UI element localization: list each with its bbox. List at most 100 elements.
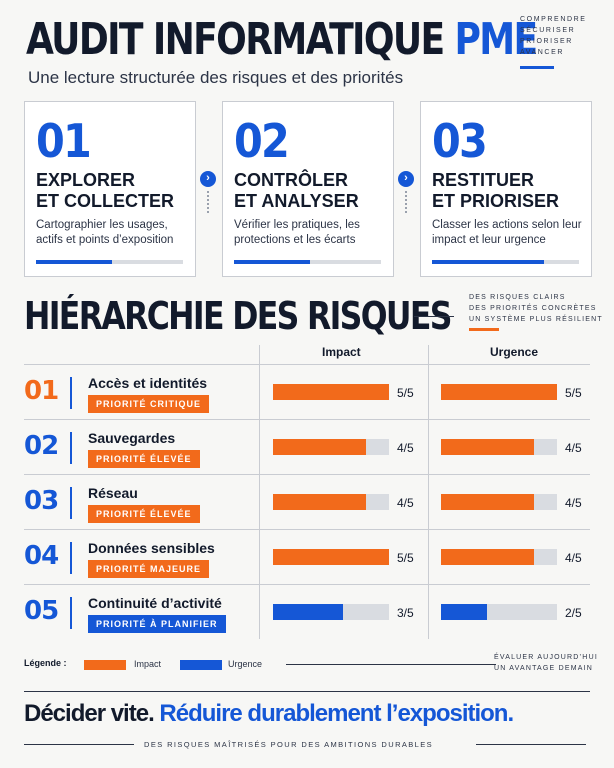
impact-score: 5/5 (397, 386, 414, 400)
tagline-line: COMPRENDRE (520, 16, 587, 23)
risks-note-line: UN SYSTÈME PLUS RÉSILIENT (469, 316, 603, 323)
risks-note: DES RISQUES CLAIRS DES PRIORITÉS CONCRÈT… (469, 292, 603, 325)
step-number: 01 (36, 114, 92, 168)
step-number: 02 (234, 114, 290, 168)
row-separator (70, 597, 72, 629)
legend-title: Légende : (24, 658, 67, 668)
priority-badge: PRIORITÉ À PLANIFIER (88, 615, 226, 633)
risk-name: Accès et identités (88, 375, 208, 391)
risk-number: 01 (24, 376, 59, 406)
risk-name: Réseau (88, 485, 138, 501)
chevron-right-icon: › (200, 171, 216, 187)
table-row: 01 Accès et identités PRIORITÉ CRITIQUE 5/5… (24, 364, 590, 419)
impact-bar (273, 549, 389, 565)
divider (414, 316, 454, 317)
risk-name: Continuité d’activité (88, 595, 222, 611)
impact-score: 5/5 (397, 551, 414, 565)
impact-bar-fill (273, 549, 389, 565)
risk-name: Sauvegardes (88, 430, 176, 446)
footer-slogan-main: Décider vite. (24, 700, 160, 727)
tagline-line: SÉCURISER (520, 27, 576, 34)
step-card-explorer: 01 EXPLORER ET COLLECTER Cartographier l… (24, 101, 196, 277)
impact-bar (273, 384, 389, 400)
urgence-score: 4/5 (565, 551, 582, 565)
page-title: AUDIT INFORMATIQUE PME (26, 14, 538, 65)
impact-column-header: Impact (322, 345, 361, 359)
impact-bar (273, 494, 389, 510)
impact-score: 4/5 (397, 441, 414, 455)
impact-score: 4/5 (397, 496, 414, 510)
step-number: 03 (432, 114, 488, 168)
step-progress-fill (36, 260, 113, 264)
legend-impact-label: Impact (134, 659, 162, 669)
urgence-score: 4/5 (565, 496, 582, 510)
risks-header: HIÉRARCHIE DES RISQUES DES RISQUES CLAIR… (24, 292, 602, 342)
step-progress-fill (234, 260, 311, 264)
urgence-score: 5/5 (565, 386, 582, 400)
step-title: CONTRÔLER ET ANALYSER (234, 170, 359, 211)
table-row: 05 Continuité d’activité PRIORITÉ À PLANIF… (24, 584, 590, 639)
footer-slogan-accent: Réduire durablement l’exposition. (159, 700, 514, 727)
divider (24, 744, 134, 745)
priority-badge: PRIORITÉ ÉLEVÉE (88, 505, 200, 523)
risk-number: 05 (24, 596, 59, 626)
risk-number: 04 (24, 541, 59, 571)
priority-badge: PRIORITÉ MAJEURE (88, 560, 210, 578)
table-row: 03 Réseau PRIORITÉ ÉLEVÉE 4/5 4/5 (24, 474, 590, 529)
risks-note-line: DES RISQUES CLAIRS (469, 294, 566, 301)
row-separator (70, 487, 72, 519)
risks-title: HIÉRARCHIE DES RISQUES (24, 294, 452, 338)
step-description: Vérifier les pratiques, les protections … (234, 219, 360, 246)
urgence-bar (441, 549, 557, 565)
impact-bar (273, 604, 389, 620)
header-tagline: COMPRENDRE SÉCURISER PRIORISER AVANCER (520, 14, 587, 58)
step-card-restituer: 03 RESTITUER ET PRIORISER Classer les ac… (420, 101, 592, 277)
step-progress-bar (234, 260, 381, 264)
urgence-bar-fill (441, 384, 557, 400)
row-separator (70, 377, 72, 409)
impact-bar (273, 439, 389, 455)
urgence-score: 4/5 (565, 441, 582, 455)
risks-note-accent-bar (469, 328, 499, 331)
table-row: 02 Sauvegardes PRIORITÉ ÉLEVÉE 4/5 4/5 (24, 419, 590, 474)
tagline-line: PRIORISER (520, 38, 573, 45)
impact-bar-fill (273, 384, 389, 400)
risk-name: Données sensibles (88, 540, 215, 556)
priority-badge: PRIORITÉ CRITIQUE (88, 395, 210, 413)
tagline-line: AVANCER (520, 49, 565, 56)
urgence-bar (441, 604, 557, 620)
legend-urgence-swatch (180, 660, 222, 670)
urgence-column-header: Urgence (490, 345, 539, 359)
impact-bar-fill (273, 604, 343, 620)
urgence-bar-fill (441, 604, 488, 620)
urgence-bar-fill (441, 494, 534, 510)
urgence-bar-fill (441, 549, 534, 565)
step-card-controler: 02 CONTRÔLER ET ANALYSER Vérifier les pr… (222, 101, 394, 277)
header: AUDIT INFORMATIQUE PME Une lecture struc… (26, 10, 596, 90)
step-connector (405, 191, 407, 213)
table-row: 04 Données sensibles PRIORITÉ MAJEURE 5/5 4/… (24, 529, 590, 584)
risks-table: Impact Urgence 01 Accès et identités PRIOR… (24, 345, 590, 639)
column-divider (428, 345, 429, 639)
step-progress-bar (432, 260, 579, 264)
row-separator (70, 432, 72, 464)
legend: Légende : Impact Urgence ÉVALUER AUJOURD… (24, 646, 597, 686)
divider (286, 664, 496, 665)
urgence-bar (441, 439, 557, 455)
urgence-score: 2/5 (565, 606, 582, 620)
impact-bar-fill (273, 439, 366, 455)
step-connector (207, 191, 209, 213)
step-title: RESTITUER ET PRIORISER (432, 170, 560, 211)
impact-bar-fill (273, 494, 366, 510)
step-title: EXPLORER ET COLLECTER (36, 170, 174, 211)
priority-badge: PRIORITÉ ÉLEVÉE (88, 450, 200, 468)
step-description: Classer les actions selon leur impact et… (432, 219, 582, 246)
risk-number: 02 (24, 431, 59, 461)
title-accent: PME (454, 14, 538, 65)
urgence-bar (441, 384, 557, 400)
legend-impact-swatch (84, 660, 126, 670)
step-progress-bar (36, 260, 183, 264)
step-description: Cartographier les usages, actifs et poin… (36, 219, 174, 246)
legend-note-line: UN AVANTAGE DEMAIN (494, 665, 593, 672)
divider (24, 691, 590, 692)
